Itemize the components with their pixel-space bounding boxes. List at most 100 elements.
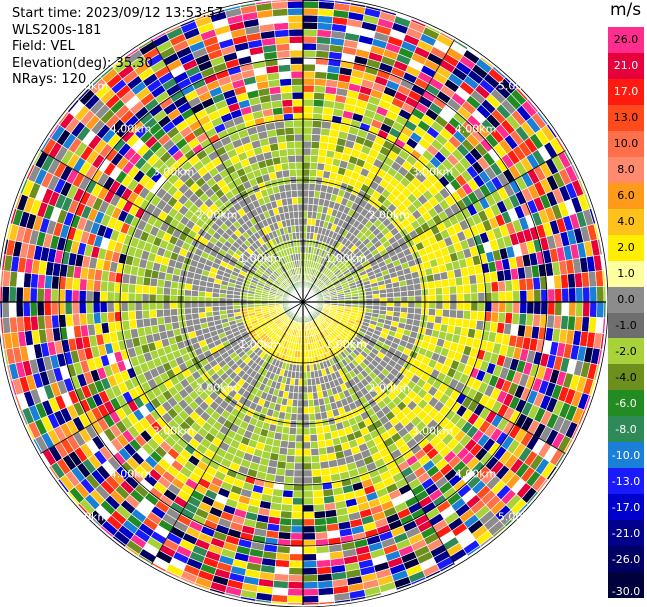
range-gate — [106, 281, 116, 293]
range-gate — [156, 278, 166, 288]
range-gate — [505, 301, 514, 314]
range-gate — [519, 301, 528, 315]
range-gate — [302, 147, 312, 156]
range-gate — [120, 282, 130, 294]
range-gate — [85, 278, 95, 292]
range-gate — [434, 279, 443, 289]
range-gate — [296, 420, 304, 429]
range-gate — [127, 310, 137, 321]
range-gate — [427, 287, 437, 296]
range-gate — [302, 406, 310, 415]
range-gate — [141, 293, 150, 303]
range-gate — [162, 308, 172, 317]
range-gate — [421, 295, 430, 303]
range-gate — [99, 291, 108, 303]
range-gate — [284, 468, 295, 478]
range-gate — [379, 301, 388, 307]
range-gate — [289, 553, 304, 562]
range-gate — [307, 385, 313, 394]
range-gate — [302, 378, 308, 387]
range-gate — [421, 301, 430, 309]
range-gate — [393, 296, 402, 303]
range-gate — [302, 217, 308, 226]
range-gate — [287, 581, 304, 590]
range-gate — [190, 295, 199, 303]
range-gate — [575, 286, 584, 303]
range-gate — [169, 308, 179, 317]
range-gate — [440, 316, 450, 326]
range-gate — [92, 290, 101, 303]
range-gate — [462, 284, 472, 294]
range-gate — [414, 301, 423, 309]
range-gate — [141, 301, 150, 311]
range-gate — [286, 447, 296, 457]
range-gate — [511, 278, 521, 292]
range-gate — [302, 560, 318, 569]
range-gate — [85, 312, 95, 326]
range-gate — [156, 316, 166, 326]
range-gate — [470, 301, 479, 312]
range-gate — [312, 105, 324, 115]
range-gate — [296, 413, 304, 422]
range-gate — [309, 426, 318, 436]
range-gate — [302, 189, 310, 198]
range-gate — [470, 292, 479, 303]
range-gate — [302, 567, 318, 576]
range-gate — [302, 441, 312, 450]
range-gate — [518, 278, 528, 291]
range-gate — [15, 286, 24, 303]
range-gate — [589, 301, 598, 318]
range-gate — [314, 63, 329, 73]
range-gate — [92, 301, 101, 314]
range-gate — [289, 546, 304, 555]
range-gate — [99, 311, 109, 324]
range-gate — [314, 531, 329, 541]
range-gate — [386, 296, 395, 303]
range-gate — [407, 295, 416, 303]
range-gate — [519, 289, 528, 303]
range-gate — [297, 385, 304, 394]
range-gate — [291, 504, 304, 513]
range-gate — [477, 292, 486, 303]
range-gate — [525, 313, 535, 327]
range-gate — [448, 285, 458, 295]
range-gate — [71, 301, 80, 315]
range-gate — [511, 312, 521, 326]
range-gate — [302, 448, 312, 457]
range-gate — [302, 0, 320, 9]
range-gate — [148, 293, 157, 303]
range-gate — [441, 308, 451, 318]
range-gate — [204, 306, 213, 313]
range-gate — [428, 301, 437, 310]
range-gate — [372, 293, 381, 299]
range-gate — [278, 524, 292, 534]
range-gate — [292, 497, 304, 506]
range-gate — [294, 448, 304, 457]
range-gate — [476, 282, 486, 294]
range-gate — [314, 70, 328, 80]
range-gate — [317, 439, 327, 449]
range-gate — [302, 119, 313, 128]
range-gate — [191, 312, 200, 320]
range-gate — [22, 286, 31, 303]
range-gate — [302, 581, 319, 590]
range-gate — [148, 301, 157, 311]
range-gate — [603, 301, 607, 319]
range-gate — [589, 286, 598, 303]
range-gate — [302, 28, 318, 37]
range-gate — [379, 297, 388, 303]
range-gate — [127, 283, 137, 294]
range-gate — [393, 291, 402, 298]
range-gate — [176, 295, 185, 303]
range-gate — [302, 518, 316, 527]
range-gate — [134, 301, 143, 312]
range-gate — [1, 301, 10, 319]
range-gate — [302, 427, 311, 436]
range-gate — [309, 154, 319, 164]
range-gate — [315, 426, 325, 435]
range-gate — [310, 147, 320, 157]
range-gate — [406, 284, 415, 292]
range-gate — [36, 287, 45, 303]
range-gate — [302, 595, 320, 604]
